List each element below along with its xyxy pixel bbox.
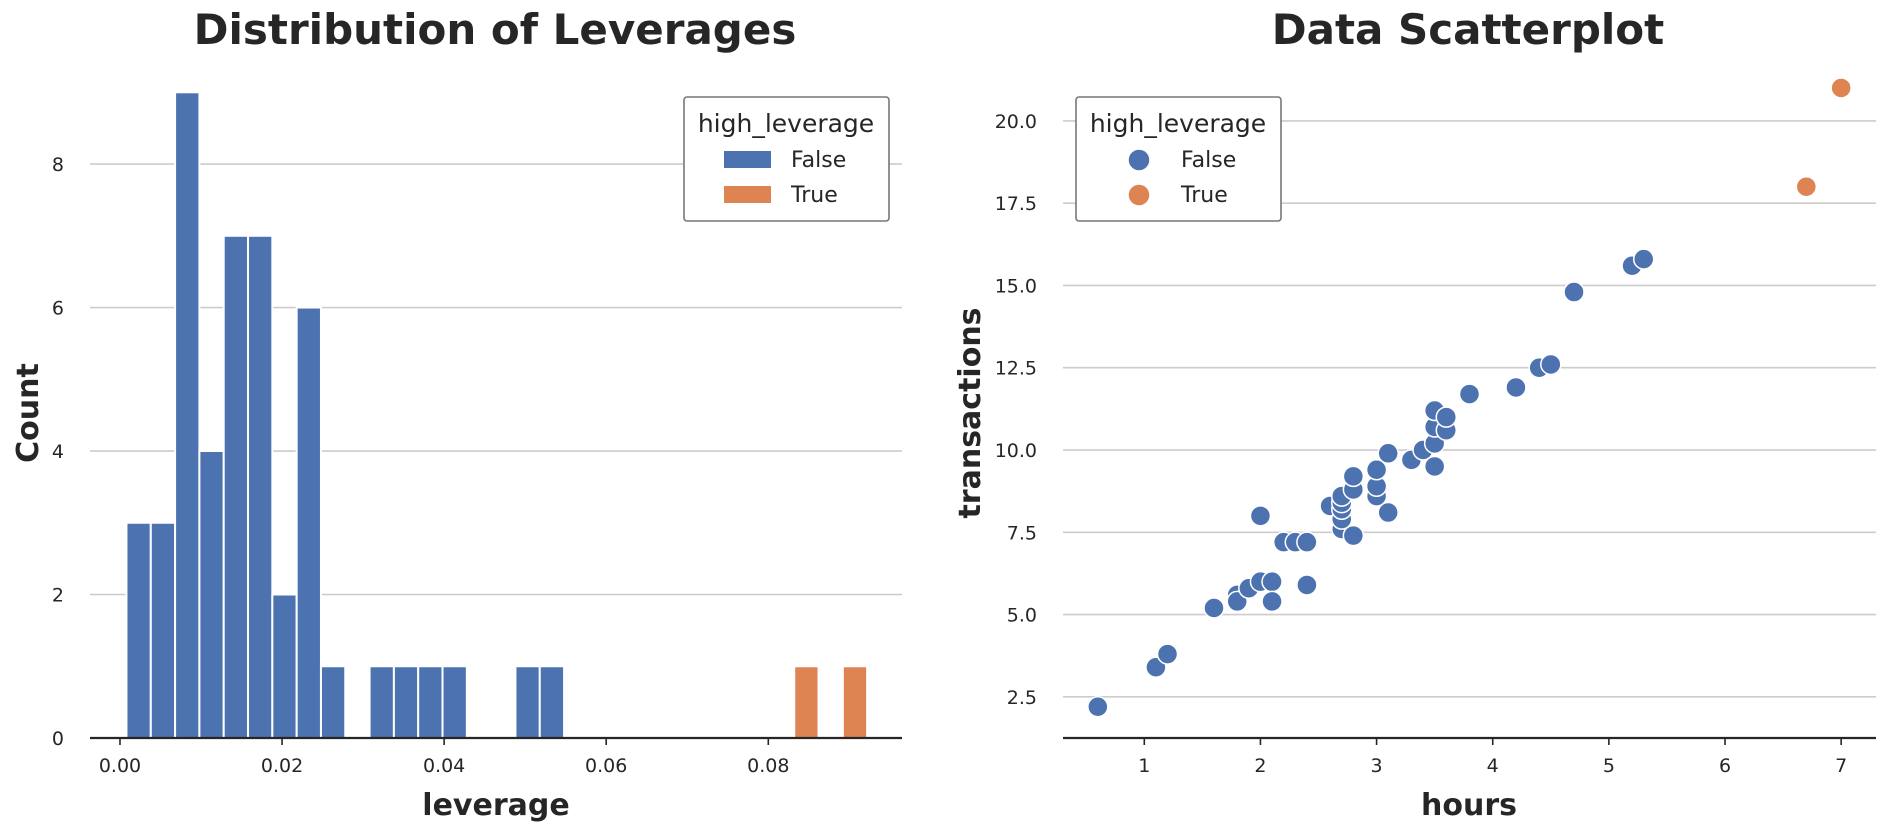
- histogram-bar-false: [271, 593, 298, 739]
- scatterplot-legend-box: [1075, 96, 1282, 222]
- histogram-bar-false: [125, 521, 152, 739]
- histogram-bar-false: [514, 665, 541, 739]
- histogram-x-tick-label: 0.06: [585, 755, 627, 777]
- histogram-title: Distribution of Leverages: [194, 5, 797, 54]
- scatterplot-legend-marker-false: [1127, 148, 1151, 172]
- histogram-bar-false: [392, 665, 420, 739]
- histogram-y-axis-label: Count: [11, 363, 46, 463]
- scatterplot-panel: Data Scatterplot 1 2 3 4 5 6 7 2.5 5.0 7.5 10.0 12…: [953, 5, 1876, 823]
- scatterplot-legend-title: high_leverage: [1090, 109, 1266, 138]
- scatterplot-x-tick-label: 3: [1371, 755, 1383, 777]
- scatterplot-y-tick-label: 17.5: [995, 193, 1037, 215]
- scatterplot-point-false: [1261, 570, 1283, 593]
- histogram-bar-false: [222, 234, 250, 739]
- histogram-legend-label-true: True: [790, 183, 838, 208]
- scatterplot-point-false: [1540, 353, 1562, 376]
- histogram-legend-title: high_leverage: [698, 109, 874, 138]
- histogram-bar-false: [441, 665, 468, 739]
- histogram-bar-false: [368, 665, 395, 739]
- scatterplot-y-tick-label: 5.0: [1007, 605, 1037, 627]
- histogram-bar-true: [841, 665, 869, 739]
- scatterplot-y-tick-label: 15.0: [995, 275, 1037, 297]
- histogram-y-tick-label: 4: [52, 441, 64, 463]
- scatterplot-y-axis-label: transactions: [953, 307, 988, 518]
- scatterplot-x-tick-label: 2: [1254, 755, 1266, 777]
- scatterplot-title: Data Scatterplot: [1272, 5, 1664, 54]
- histogram-bar-false: [295, 306, 322, 739]
- scatterplot-x-tick-label: 7: [1835, 755, 1847, 777]
- histogram-y-tick-label: 6: [52, 298, 64, 320]
- histogram-bar-false: [538, 665, 566, 739]
- scatterplot-point-false: [1563, 281, 1585, 303]
- scatterplot-legend-label-true: True: [1180, 183, 1228, 208]
- histogram-panel: Distribution of Leverages 0.00 0.02 0.04 0.…: [11, 5, 902, 823]
- scatterplot-gridlines: [1063, 120, 1876, 698]
- scatterplot-point-false: [1296, 574, 1318, 596]
- histogram-bar-false: [417, 665, 444, 739]
- histogram-x-tick-label: 0.08: [747, 755, 789, 777]
- histogram-x-axis-label: leverage: [422, 788, 569, 823]
- scatterplot-point-false: [1458, 383, 1481, 405]
- scatterplot-point-false: [1087, 695, 1109, 718]
- histogram-bar-false: [198, 450, 225, 739]
- scatterplot-y-ticks: 2.5 5.0 7.5 10.0 12.5 15.0 17.5 20.0: [995, 111, 1037, 709]
- histogram-bar-false: [319, 665, 347, 739]
- scatterplot-x-tick-label: 1: [1138, 755, 1150, 777]
- histogram-y-tick-label: 0: [52, 728, 64, 750]
- scatterplot-point-false: [1377, 501, 1399, 524]
- scatterplot-y-tick-label: 7.5: [1007, 522, 1037, 544]
- scatterplot-point-false: [1377, 442, 1399, 465]
- scatterplot-points: [1087, 77, 1852, 718]
- histogram-y-ticks: 0 2 4 6 8: [52, 154, 64, 750]
- histogram-bar-true: [793, 665, 820, 739]
- histogram-bar-false: [174, 91, 201, 740]
- histogram-bar-false: [247, 234, 274, 739]
- histogram-y-tick-label: 8: [52, 154, 64, 176]
- scatterplot-point-true: [1795, 175, 1818, 198]
- histogram-x-tick-label: 0.00: [99, 755, 141, 777]
- scatterplot-x-tick-label: 4: [1487, 755, 1499, 777]
- histogram-legend: high_leverage False True: [683, 96, 890, 222]
- scatterplot-point-false: [1156, 643, 1179, 665]
- scatterplot-legend: high_leverage False True: [1075, 96, 1282, 222]
- scatterplot-x-tick-label: 5: [1603, 755, 1615, 777]
- scatterplot-point-false: [1632, 248, 1655, 270]
- scatterplot-x-ticks: 1 2 3 4 5 6 7: [1138, 738, 1847, 777]
- scatterplot-x-axis-label: hours: [1421, 788, 1517, 823]
- scatterplot-legend-marker-true: [1127, 183, 1151, 207]
- scatterplot-point-false: [1342, 465, 1365, 488]
- scatterplot-point-false: [1261, 590, 1283, 613]
- scatterplot-legend-label-false: False: [1181, 148, 1236, 173]
- histogram-bar-false: [149, 521, 177, 739]
- scatterplot-x-tick-label: 6: [1719, 755, 1731, 777]
- histogram-legend-swatch-true: [724, 186, 771, 203]
- histogram-x-tick-label: 0.04: [423, 755, 465, 777]
- scatterplot-y-tick-label: 12.5: [995, 358, 1037, 380]
- scatterplot-y-tick-label: 2.5: [1007, 687, 1037, 709]
- scatterplot-y-tick-label: 20.0: [995, 111, 1037, 133]
- scatterplot-point-false: [1423, 455, 1446, 478]
- scatterplot-point-false: [1342, 524, 1365, 547]
- scatterplot-point-false: [1365, 459, 1388, 481]
- scatterplot-point-false: [1296, 531, 1318, 553]
- scatterplot-point-false: [1435, 406, 1458, 428]
- scatterplot-point-true: [1830, 77, 1852, 99]
- scatterplot-y-tick-label: 10.0: [995, 440, 1037, 462]
- histogram-legend-label-false: False: [791, 148, 846, 173]
- histogram-y-tick-label: 2: [52, 585, 64, 607]
- histogram-x-tick-label: 0.02: [261, 755, 303, 777]
- scatterplot-point-false: [1203, 597, 1225, 619]
- scatterplot-point-false: [1505, 376, 1527, 399]
- histogram-legend-swatch-false: [724, 151, 771, 168]
- histogram-x-ticks: 0.00 0.02 0.04 0.06 0.08: [99, 738, 789, 777]
- scatterplot-point-false: [1249, 505, 1272, 527]
